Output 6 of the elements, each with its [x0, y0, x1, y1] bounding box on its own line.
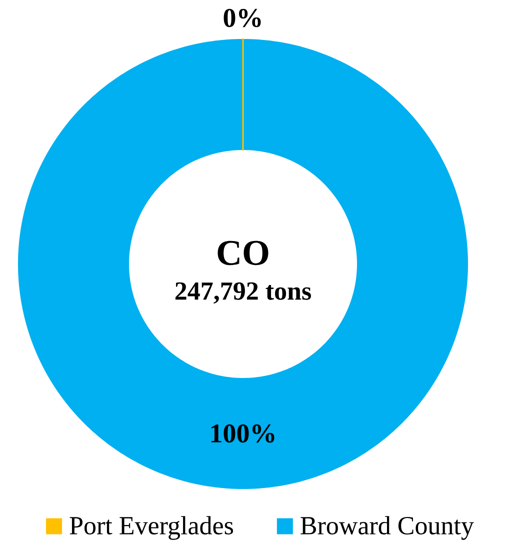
legend-label: Port Everglades — [70, 516, 233, 540]
text: CO — [218, 240, 268, 266]
legend-label: Broward County — [300, 516, 474, 540]
text: 0% — [224, 8, 261, 28]
text: 247,792 tons — [175, 282, 311, 304]
data-label: 100% — [211, 424, 274, 443]
